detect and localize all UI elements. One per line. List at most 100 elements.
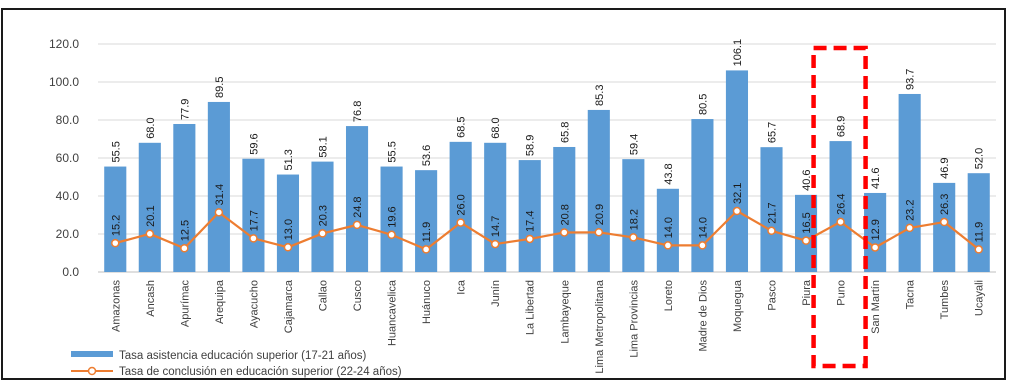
line-point xyxy=(318,229,327,238)
line-value-label: 20.8 xyxy=(559,204,571,225)
bar xyxy=(104,166,127,272)
bar-value-label: 68.5 xyxy=(456,116,468,137)
y-axis-ticks: 0.0 20.0 40.0 60.0 80.0 100.0 120.0 xyxy=(49,37,79,279)
line-value-label: 15.2 xyxy=(110,215,122,236)
bar xyxy=(656,188,679,272)
bar xyxy=(794,194,818,272)
line-point xyxy=(939,217,949,227)
x-tick-label: Apurímac xyxy=(179,280,191,328)
legend-item-line: Tasa de conclusión en educación superior… xyxy=(71,366,402,378)
bar xyxy=(725,70,749,272)
x-tick-label: Loreto xyxy=(663,280,675,311)
line-value-label: 11.9 xyxy=(974,222,986,243)
line-value-label: 26.3 xyxy=(939,194,951,215)
x-tick-label: Ancash xyxy=(145,280,157,317)
line-point xyxy=(698,241,707,250)
x-tick-label: Arequipa xyxy=(214,279,226,324)
bar xyxy=(553,146,576,272)
bar xyxy=(518,160,541,272)
line-point xyxy=(111,238,120,248)
line-point xyxy=(421,245,431,254)
line-point xyxy=(974,245,983,254)
legend-line-label: Tasa de conclusión en educación superior… xyxy=(119,366,402,378)
line-point xyxy=(525,234,534,244)
bar-value-label: 59.6 xyxy=(248,133,260,154)
line-value-label: 26.0 xyxy=(456,194,468,215)
line-point xyxy=(214,208,224,217)
line-value-label: 14.0 xyxy=(663,217,675,238)
line-value-labels: 15.2 20.1 12.5 31.4 17.7 13.0 20.3 24.8 19.6 11.9… xyxy=(110,183,985,243)
y-tick-label: 0.0 xyxy=(62,265,79,279)
bar xyxy=(276,174,300,272)
line-value-label: 32.1 xyxy=(732,183,744,204)
y-tick-label: 60.0 xyxy=(56,151,80,165)
line-value-label: 12.9 xyxy=(870,219,882,240)
bar-value-label: 85.3 xyxy=(594,85,606,106)
bar xyxy=(622,159,645,272)
x-tick-label: Cusco xyxy=(352,280,364,311)
line-point xyxy=(490,239,500,249)
bar xyxy=(173,123,196,273)
x-tick-label: Tacna xyxy=(905,279,917,309)
bar-value-label: 40.6 xyxy=(801,169,813,190)
line-value-label: 20.3 xyxy=(318,205,330,226)
x-tick-label: Huancavelica xyxy=(387,279,399,346)
line-point xyxy=(180,244,189,253)
y-tick-label: 100.0 xyxy=(49,75,79,89)
bar xyxy=(449,141,472,272)
x-tick-label: Huánuco xyxy=(421,280,433,324)
bar xyxy=(760,147,783,272)
line-series xyxy=(111,206,983,254)
line-point xyxy=(870,243,880,252)
x-tick-label: Cajamarca xyxy=(283,279,295,333)
bar xyxy=(345,126,369,272)
line-point xyxy=(801,236,811,245)
legend-line-marker xyxy=(87,366,97,376)
highlight-box xyxy=(811,45,868,369)
bar-value-label: 106.1 xyxy=(732,39,744,67)
x-tick-label: La Libertad xyxy=(525,280,537,335)
bar xyxy=(898,93,921,272)
bar xyxy=(138,142,161,272)
x-tick-label: San Martín xyxy=(870,280,882,334)
line-point xyxy=(387,230,396,240)
bar xyxy=(380,166,403,272)
line-value-label: 14.0 xyxy=(697,217,709,238)
x-tick-label: Junín xyxy=(490,280,502,307)
bar-value-label: 53.6 xyxy=(421,145,433,166)
line-value-label: 24.8 xyxy=(352,196,364,217)
line-value-label: 13.0 xyxy=(283,219,295,240)
bar-value-label: 59.4 xyxy=(628,134,640,155)
line-point xyxy=(629,233,638,242)
x-tick-label: Ayacucho xyxy=(248,280,260,328)
x-tick-label: Ica xyxy=(456,279,468,295)
bar-value-label: 93.7 xyxy=(905,69,917,90)
x-tick-label: Madre de Dios xyxy=(697,280,709,352)
bar xyxy=(933,182,956,272)
bar-value-label: 43.8 xyxy=(663,163,675,184)
bar-value-label: 89.5 xyxy=(214,77,226,98)
x-tick-label: Lambayeque xyxy=(559,280,571,344)
line-point xyxy=(594,228,604,237)
line-value-label: 12.5 xyxy=(179,220,191,241)
line-point xyxy=(767,226,776,236)
bar-value-label: 65.7 xyxy=(767,122,779,143)
line-value-label: 21.7 xyxy=(767,202,779,223)
x-axis-ticks: Amazonas Ancash Apurímac Arequipa Ayacucho Ca… xyxy=(110,279,985,373)
line-point xyxy=(836,217,845,227)
line-value-label: 26.4 xyxy=(836,193,848,214)
line-point xyxy=(905,223,914,233)
x-tick-label: Pasco xyxy=(767,280,779,311)
bar xyxy=(967,173,990,272)
x-tick-label: Amazonas xyxy=(110,280,122,332)
line-value-label: 19.6 xyxy=(387,206,399,227)
line-path xyxy=(114,209,980,251)
x-tick-label: Moquegua xyxy=(732,279,744,332)
line-value-label: 14.7 xyxy=(490,216,502,237)
line-point xyxy=(352,220,362,230)
x-tick-label: Puno xyxy=(836,280,848,306)
x-tick-label: Callao xyxy=(318,280,330,311)
bar xyxy=(587,109,610,273)
bar-value-label: 46.9 xyxy=(939,157,951,178)
line-point xyxy=(249,234,258,243)
